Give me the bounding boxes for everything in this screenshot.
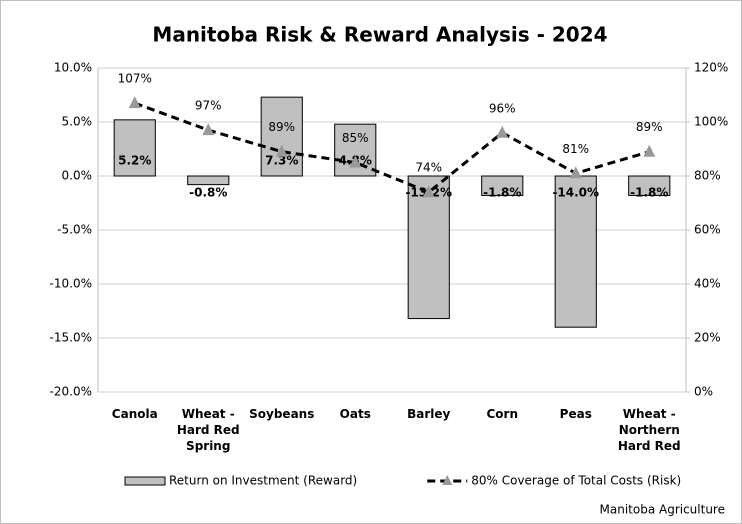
y-tick-label: 5.0%	[62, 115, 93, 129]
x-tick-line: Spring	[186, 439, 230, 453]
legend-marker	[442, 475, 453, 485]
chart-title: Manitoba Risk & Reward Analysis - 2024	[152, 23, 607, 47]
bar	[260, 96, 303, 177]
line-value-label: 107%	[118, 72, 152, 86]
line-value-label: 89%	[636, 120, 663, 134]
y2-tick-label: 60%	[694, 223, 721, 237]
y-tick-label: -15.0%	[50, 331, 92, 345]
bar	[481, 175, 524, 196]
x-tick-line: Hard Red	[177, 423, 240, 437]
bar	[187, 175, 230, 186]
line-marker	[569, 166, 582, 179]
bar-value-label: -1.8%	[483, 186, 521, 200]
bar	[407, 175, 450, 320]
y2-tick-label: 0%	[694, 385, 713, 399]
x-tick-label: Wheat - Hard Red Spring	[177, 407, 240, 453]
legend-swatch	[124, 476, 166, 486]
line-marker	[275, 144, 288, 157]
x-tick-line: Peas	[560, 407, 592, 421]
line-marker	[643, 144, 656, 157]
x-tick-line: Canola	[112, 407, 158, 421]
x-tick-label: Oats	[340, 407, 371, 421]
legend-label: 80% Coverage of Total Costs (Risk)	[471, 474, 681, 488]
x-tick-line: Soybeans	[249, 407, 314, 421]
x-tick-label: Soybeans	[249, 407, 314, 421]
y-tick-label: -5.0%	[57, 223, 92, 237]
legend-label: Return on Investment (Reward)	[169, 474, 357, 488]
y2-tick-label: 20%	[694, 331, 721, 345]
line-value-label: 74%	[415, 161, 442, 175]
x-tick-line: Oats	[340, 407, 371, 421]
x-tick-label: Peas	[560, 407, 592, 421]
line-value-label: 81%	[562, 142, 589, 156]
y-tick-label: 0.0%	[62, 169, 93, 183]
y2-tick-label: 80%	[694, 169, 721, 183]
bar	[554, 175, 597, 328]
x-tick-line: Wheat -	[623, 407, 676, 421]
x-tick-line: Wheat -	[182, 407, 235, 421]
bar	[113, 119, 156, 177]
line-marker	[128, 96, 141, 109]
y-tick-label: -10.0%	[50, 277, 92, 291]
bar-value-label: 7.3%	[265, 154, 298, 168]
line-marker	[422, 185, 435, 198]
y-tick-label: -20.0%	[50, 385, 92, 399]
line-marker	[202, 123, 215, 136]
bar-value-label: -1.8%	[630, 186, 668, 200]
line-value-label: 96%	[489, 101, 516, 115]
x-tick-label: Corn	[486, 407, 518, 421]
source: Manitoba Agriculture	[600, 503, 725, 517]
x-tick-line: Hard Red	[618, 439, 681, 453]
x-tick-line: Northern	[619, 423, 680, 437]
x-tick-label: Wheat - Northern Hard Red	[618, 407, 681, 453]
bar-value-label: -0.8%	[189, 186, 227, 200]
x-tick-label: Barley	[407, 407, 450, 421]
line	[134, 101, 650, 194]
bar-value-label: 5.2%	[118, 154, 151, 168]
line-marker	[496, 125, 509, 138]
line-value-label: 85%	[342, 131, 369, 145]
line-value-label: 97%	[195, 99, 222, 113]
line-marker	[349, 155, 362, 168]
line-value-label: 89%	[268, 120, 295, 134]
bar-value-label: -14.0%	[552, 186, 599, 200]
y2-tick-label: 120%	[694, 61, 728, 75]
y2-tick-label: 40%	[694, 277, 721, 291]
x-tick-label: Canola	[112, 407, 158, 421]
bar	[628, 175, 671, 196]
x-tick-line: Corn	[486, 407, 518, 421]
x-tick-line: Barley	[407, 407, 450, 421]
y2-tick-label: 100%	[694, 115, 728, 129]
y-tick-label: 10.0%	[54, 61, 92, 75]
